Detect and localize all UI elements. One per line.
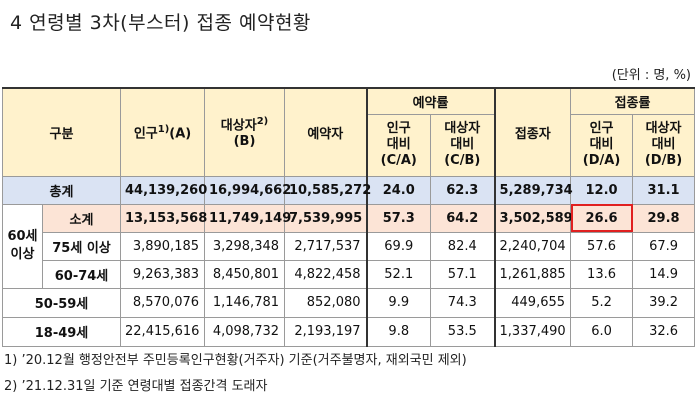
table-row-50-59: 50-59세 8,570,076 1,146,781 852,080 9.9 7…: [1, 287, 696, 318]
cell-res-tgt: 64.2: [430, 203, 496, 233]
header-target: 대상자2) (B): [204, 87, 286, 177]
cell-population: 44,139,260: [120, 175, 207, 205]
row-label: 60-74세: [41, 259, 122, 289]
cell-vaccinated: 2,240,704: [493, 231, 572, 261]
unit-label: (단위 : 명, %): [611, 68, 691, 83]
cell-vac-pop: 5.2: [570, 287, 634, 318]
cell-vac-tgt: 14.9: [632, 259, 696, 289]
row-label: 18-49세: [1, 316, 122, 347]
header-reservations: 예약자: [284, 87, 368, 177]
header-row-1: 구분 인구1)(A) 대상자2) (B) 예약자 예약률 접종자 접종률: [1, 87, 696, 177]
cell-reservations: 7,539,995: [284, 203, 368, 233]
footnote-2: 2) ’21.12.31일 기준 연령대별 접종간격 도래자: [4, 379, 268, 394]
cell-reservations: 10,585,272: [284, 175, 371, 205]
booster-reservation-table: 구분 인구1)(A) 대상자2) (B) 예약자 예약률 접종자 접종률 인구 대비…: [1, 87, 696, 347]
header-reservation-rate: 예약률: [365, 87, 496, 115]
cell-res-tgt: 62.3: [430, 175, 496, 205]
header-row-2: 인구 대비 (C/A) 대상자 대비 (C/B) 인구 대비 (D/A) 대상자 대비 (D/B…: [3, 113, 696, 177]
cell-vaccinated: 1,261,885: [493, 259, 572, 289]
cell-res-pop: 57.3: [365, 203, 432, 233]
table-row-18-49: 18-49세 22,415,616 4,098,732 2,193,197 9.…: [1, 316, 696, 347]
cell-population: 22,415,616: [120, 316, 206, 347]
header-res-pop: 인구 대비 (C/A): [365, 113, 432, 177]
cell-res-pop: 52.1: [365, 259, 432, 289]
cell-target: 16,994,662: [204, 175, 291, 205]
footnotes: 1) ’20.12월 행정안전부 주민등록인구현황(거주자) 기준(거주불명자,…: [4, 348, 467, 400]
cell-target: 8,450,801: [204, 259, 286, 289]
cell-vaccinated: 1,337,490: [493, 316, 572, 347]
cell-reservations: 4,822,458: [284, 259, 368, 289]
footnote-1: 1) ’20.12월 행정안전부 주민등록인구현황(거주자) 기준(거주불명자,…: [4, 353, 467, 368]
cell-res-tgt: 57.1: [430, 259, 496, 289]
cell-vaccinated: 449,655: [493, 287, 572, 318]
header-res-tgt: 대상자 대비 (C/B): [430, 113, 496, 177]
cell-vac-tgt: 32.6: [632, 316, 696, 347]
header-vaccinated: 접종자: [493, 87, 572, 177]
cell-vac-pop: 6.0: [570, 316, 634, 347]
row-label: 총계: [1, 175, 122, 205]
cell-vaccinated: 5,289,734: [493, 175, 573, 205]
cell-reservations: 2,193,197: [284, 316, 368, 347]
cell-reservations: 852,080: [284, 287, 368, 318]
table-row-total: 총계 44,139,260 16,994,662 10,585,272 24.0…: [1, 175, 696, 205]
cell-vac-pop: 57.6: [570, 231, 634, 261]
cell-res-pop: 9.8: [365, 316, 432, 347]
cell-res-tgt: 53.5: [430, 316, 496, 347]
cell-vac-tgt: 29.8: [632, 203, 696, 233]
cell-vac-pop: 12.0: [570, 175, 634, 205]
cell-population: 13,153,568: [120, 203, 207, 233]
header-vac-pop: 인구 대비 (D/A): [570, 113, 634, 177]
cell-res-pop: 9.9: [365, 287, 432, 318]
cell-vac-pop: 13.6: [570, 259, 634, 289]
cell-res-tgt: 82.4: [430, 231, 496, 261]
row-label: 50-59세: [1, 287, 122, 318]
cell-res-pop: 69.9: [365, 231, 432, 261]
cell-vac-pop-highlighted: 26.6: [570, 203, 634, 233]
cell-vac-tgt: 67.9: [632, 231, 696, 261]
cell-target: 4,098,732: [204, 316, 286, 347]
cell-vac-tgt: 31.1: [632, 175, 696, 205]
cell-res-pop: 24.0: [365, 175, 432, 205]
cell-population: 9,263,383: [120, 259, 206, 289]
cell-target: 11,749,149: [204, 203, 291, 233]
cell-population: 8,570,076: [120, 287, 206, 318]
cell-target: 3,298,348: [204, 231, 286, 261]
cell-res-tgt: 74.3: [430, 287, 496, 318]
table-row-60-74: 60-74세 9,263,383 8,450,801 4,822,458 52.…: [3, 259, 696, 289]
cell-vaccinated: 3,502,589: [493, 203, 573, 233]
table-row-over75: 75세 이상 3,890,185 3,298,348 2,717,537 69.…: [3, 231, 696, 261]
header-population: 인구1)(A): [120, 87, 206, 177]
row-label: 75세 이상: [41, 231, 122, 261]
table-row-subtotal: 60세 이상 소계 13,153,568 11,749,149 7,539,99…: [2, 203, 696, 289]
header-group: 구분: [1, 87, 122, 177]
row-label: 소계: [41, 203, 122, 233]
header-vac-tgt: 대상자 대비 (D/B): [632, 113, 696, 177]
page-title: 4 연령별 3차(부스터) 접종 예약현황: [10, 12, 311, 34]
header-vaccination-rate: 접종률: [570, 87, 696, 115]
cell-target: 1,146,781: [204, 287, 286, 318]
cell-population: 3,890,185: [120, 231, 206, 261]
cell-reservations: 2,717,537: [284, 231, 368, 261]
row-group-over60: 60세 이상: [2, 203, 43, 289]
cell-vac-tgt: 39.2: [632, 287, 696, 318]
